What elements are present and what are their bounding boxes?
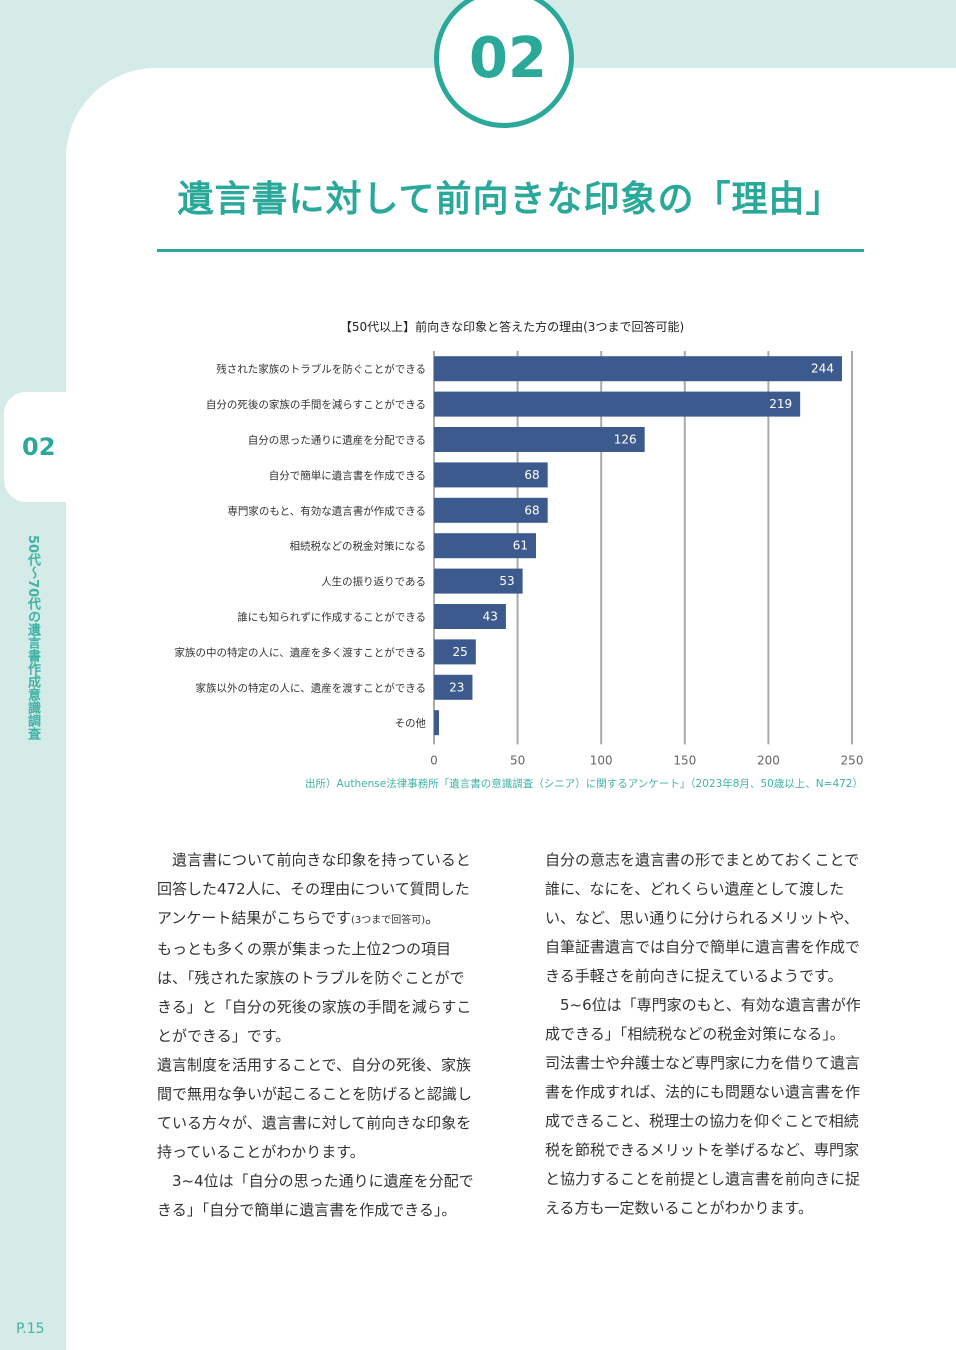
data-label: 61 <box>513 539 528 553</box>
bar <box>434 391 801 417</box>
bar <box>434 568 523 594</box>
body-text: 。 <box>425 909 441 927</box>
chart-title: 【50代以上】前向きな印象と答えた方の理由(3つまで回答可能) <box>339 320 685 334</box>
bar <box>434 674 473 700</box>
category-label: 自分の思った通りに遺産を分配できる <box>248 434 426 447</box>
body-paragraph: 自分の意志を遺言書の形でまとめておくことで誰に、なにを、どれくらい遺産として渡し… <box>545 851 861 985</box>
bar <box>434 533 536 559</box>
bar <box>434 462 548 488</box>
body-paragraph: 司法書士や弁護士など専門家に力を借りて遺言書を作成すれば、法的にも問題ない遺言書… <box>545 1054 861 1217</box>
page-number: P.15 <box>16 1321 45 1337</box>
bar <box>434 639 476 665</box>
title-rule <box>157 249 864 252</box>
bar <box>434 604 506 629</box>
category-label: 人生の振り返りである <box>321 575 426 588</box>
data-label: 126 <box>614 433 637 447</box>
bar <box>434 710 440 736</box>
category-label: 家族の中の特定の人に、遺産を多く渡すことができる <box>175 646 426 659</box>
category-label: 家族以外の特定の人に、遺産を渡すことができる <box>196 681 426 694</box>
section-badge <box>434 0 574 128</box>
body-paragraph: 3~4位は「自分の思った通りに遺産を分配できる」「自分で簡単に遺言書を作成できる… <box>157 1172 474 1219</box>
x-tick-label: 0 <box>430 753 438 765</box>
data-label: 3 <box>423 716 431 730</box>
side-section-number: 02 <box>22 433 56 461</box>
body-paragraph: 5~6位は「専門家のもと、有効な遺言書が作成できる」「相続税などの税金対策になる… <box>545 996 861 1043</box>
category-label: 相続税などの税金対策になる <box>290 540 427 553</box>
data-label: 219 <box>769 397 792 411</box>
data-label: 43 <box>483 610 498 624</box>
body-paragraph: 遺言書について前向きな印象を持っていると回答した472人に、その理由について質問… <box>157 846 477 935</box>
body-note: (3つまで回答可) <box>350 915 426 926</box>
x-tick-label: 250 <box>841 753 864 765</box>
source-note: 出所）Authense法律事務所「遺言書の意識調査（シニア）に関するアンケート」… <box>305 778 863 790</box>
bar <box>434 497 548 523</box>
body-column-right: 自分の意志を遺言書の形でまとめておくことで誰に、なにを、どれくらい遺産として渡し… <box>545 846 865 1223</box>
body-text: 遺言書について前向きな印象を持っていると回答した472人に、その理由について質問… <box>157 851 471 927</box>
data-label: 53 <box>499 574 514 588</box>
data-label: 244 <box>811 362 834 376</box>
body-column-left: 遺言書について前向きな印象を持っていると回答した472人に、その理由について質問… <box>157 846 477 1225</box>
data-label: 25 <box>453 645 468 659</box>
data-label: 23 <box>449 680 464 694</box>
content-panel <box>66 68 956 1350</box>
bar <box>434 356 842 382</box>
body-paragraph: もっとも多くの票が集まった上位2つの項目は、「残された家族のトラブルを防ぐことが… <box>157 940 472 1045</box>
category-label: 自分の死後の家族の手間を減らすことができる <box>206 398 426 411</box>
data-label: 68 <box>524 503 539 517</box>
data-label: 68 <box>524 468 539 482</box>
x-tick-label: 200 <box>757 753 780 765</box>
category-label: その他 <box>395 717 427 730</box>
x-tick-label: 50 <box>510 753 525 765</box>
side-tab <box>4 392 84 502</box>
body-paragraph: 遺言制度を活用することで、自分の死後、家族間で無用な争いが起こることを防げると認… <box>157 1056 473 1161</box>
bar-chart: 0 50 100 150 200 250 残された家族のトラブルを防ぐことができる 244 自分… <box>175 351 864 765</box>
category-label: 専門家のもと、有効な遺言書が作成できる <box>227 504 426 517</box>
category-label: 残された家族のトラブルを防ぐことができる <box>216 363 426 376</box>
section-number: 02 <box>469 26 547 91</box>
x-tick-label: 100 <box>590 753 613 765</box>
x-tick-label: 150 <box>673 753 696 765</box>
page-title: 遺言書に対して前向きな印象の「理由」 <box>177 179 843 220</box>
category-label: 自分で簡単に遺言書を作成できる <box>269 469 426 482</box>
bar <box>434 427 645 452</box>
side-vertical-label: 50代〜70代の遺言書作成意識調査 <box>25 535 40 741</box>
category-label: 誰にも知られずに作成することができる <box>237 611 426 624</box>
